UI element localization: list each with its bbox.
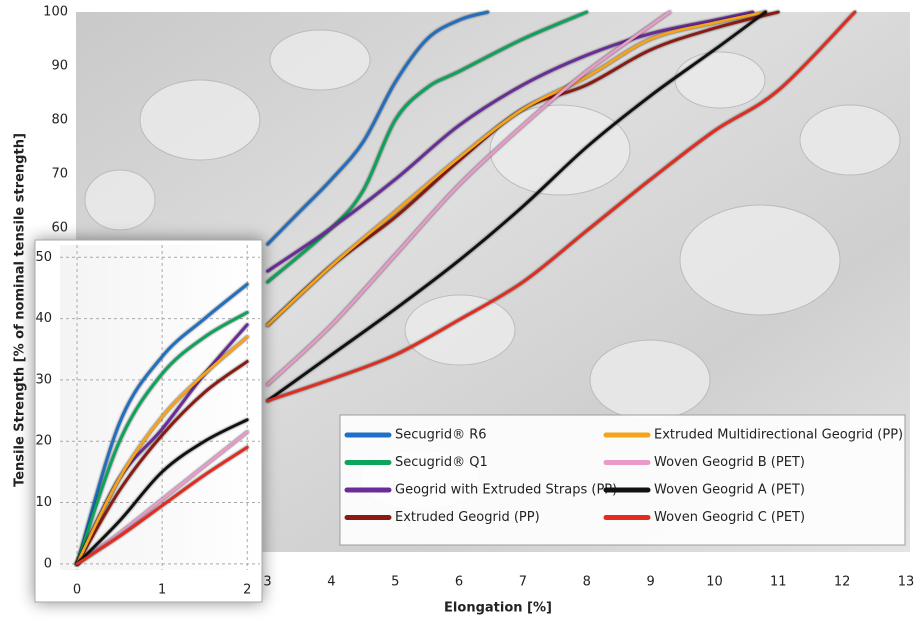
legend-label: Secugrid® R6 xyxy=(395,428,487,443)
legend-item: Woven Geogrid A (PET) xyxy=(603,483,805,498)
x-tick-label: 4 xyxy=(327,575,335,590)
y-tick-label: 30 xyxy=(35,372,52,387)
series-line xyxy=(266,10,672,386)
legend-item: Extruded Geogrid (PP) xyxy=(344,510,540,525)
x-tick-label: 6 xyxy=(455,575,463,590)
x-tick-label: 1 xyxy=(158,583,166,598)
legend-label: Woven Geogrid A (PET) xyxy=(654,483,805,498)
series-line xyxy=(75,360,249,566)
y-tick-label: 60 xyxy=(51,221,68,236)
x-tick-label: 7 xyxy=(519,575,527,590)
x-tick-label: 8 xyxy=(583,575,591,590)
legend-label: Secugrid® Q1 xyxy=(395,455,488,470)
legend-label: Woven Geogrid B (PET) xyxy=(654,455,805,470)
legend-label: Woven Geogrid C (PET) xyxy=(654,510,805,525)
series-line xyxy=(75,282,249,566)
x-tick-label: 3 xyxy=(263,575,271,590)
series-line xyxy=(75,311,249,566)
y-tick-label: 40 xyxy=(35,311,52,326)
y-tick-label: 0 xyxy=(44,556,52,571)
x-tick-label: 10 xyxy=(706,575,723,590)
legend-item: Extruded Multidirectional Geogrid (PP) xyxy=(603,428,903,443)
series-line xyxy=(266,10,767,327)
x-tick-label: 5 xyxy=(391,575,399,590)
y-tick-label: 50 xyxy=(35,250,52,265)
x-tick-label: 9 xyxy=(646,575,654,590)
x-tick-label: 0 xyxy=(73,583,81,598)
series-line xyxy=(75,418,249,566)
legend-item: Woven Geogrid B (PET) xyxy=(603,455,805,470)
series-group xyxy=(266,10,857,403)
y-tick-label: 10 xyxy=(35,495,52,510)
legend-item: Secugrid® R6 xyxy=(344,428,487,443)
legend-label: Geogrid with Extruded Straps (PP) xyxy=(395,483,617,498)
x-tick-label: 11 xyxy=(770,575,787,590)
series-line xyxy=(266,10,857,403)
series-line xyxy=(266,10,755,273)
legend-label: Extruded Multidirectional Geogrid (PP) xyxy=(654,428,903,443)
series-line xyxy=(75,430,249,566)
legend-label: Extruded Geogrid (PP) xyxy=(395,510,540,525)
legend-item: Woven Geogrid C (PET) xyxy=(603,510,805,525)
y-axis-label: Tensile Strength [% of nominal tensile s… xyxy=(13,133,28,487)
series-line xyxy=(266,10,767,403)
x-tick-label: 12 xyxy=(834,575,851,590)
y-tick-label: 70 xyxy=(51,167,68,182)
x-tick-label: 13 xyxy=(898,575,915,590)
series-group xyxy=(75,282,249,566)
y-tick-label: 100 xyxy=(43,5,68,20)
series-line xyxy=(266,10,490,246)
y-tick-label: 80 xyxy=(51,113,68,128)
inset-chart: 0 10 20 30 40 50 0 1 2 xyxy=(34,239,263,603)
x-tick-label: 2 xyxy=(243,583,251,598)
series-line xyxy=(75,335,249,566)
series-line xyxy=(75,445,249,566)
y-tick-label: 20 xyxy=(35,434,52,449)
legend-item: Geogrid with Extruded Straps (PP) xyxy=(344,483,617,498)
legend-item: Secugrid® Q1 xyxy=(344,455,488,470)
x-axis-label: Elongation [%] xyxy=(444,601,552,616)
y-tick-label: 90 xyxy=(51,59,68,74)
